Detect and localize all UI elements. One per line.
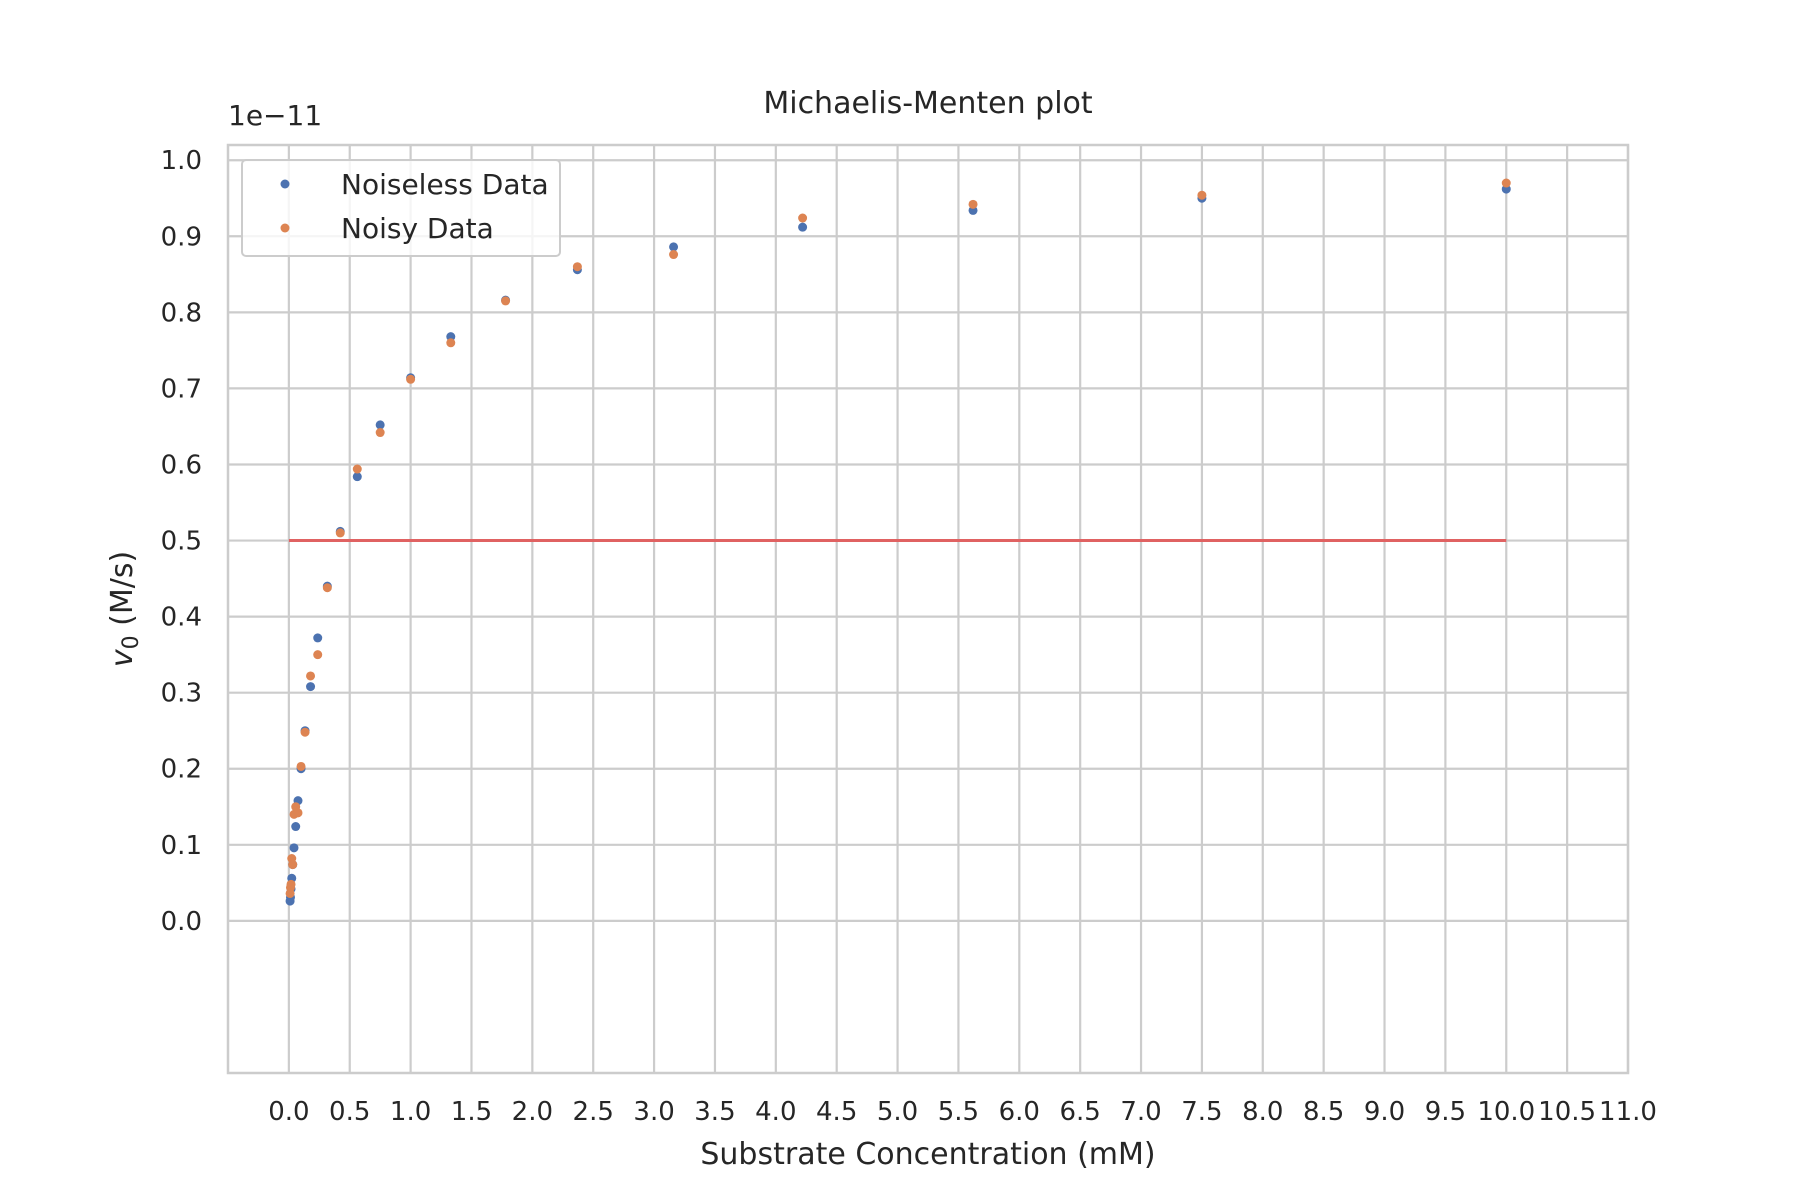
y-tick-label: 0.2 <box>161 755 202 785</box>
data-point <box>306 682 316 692</box>
x-tick-label: 7.0 <box>1120 1097 1161 1127</box>
x-tick-label: 4.5 <box>816 1097 857 1127</box>
legend-label-noiseless: Noiseless Data <box>341 168 549 201</box>
data-point <box>669 242 679 252</box>
y-axis-label-symbol: v <box>105 648 140 667</box>
x-tick-label: 10.5 <box>1538 1097 1596 1127</box>
data-point <box>1197 190 1207 200</box>
data-point <box>446 338 456 348</box>
data-point <box>1501 178 1511 188</box>
data-point <box>501 296 511 306</box>
data-point <box>798 222 808 232</box>
data-point <box>300 727 310 737</box>
legend-marker-noisy <box>280 223 290 233</box>
x-tick-label: 4.0 <box>755 1097 796 1127</box>
plot-area <box>228 145 1628 1073</box>
y-tick-label: 0.5 <box>161 527 202 557</box>
legend: Noiseless Data Noisy Data <box>241 159 561 257</box>
x-tick-label: 6.0 <box>999 1097 1040 1127</box>
data-point <box>669 250 679 260</box>
x-tick-label: 5.0 <box>877 1097 918 1127</box>
x-tick-label: 6.5 <box>1059 1097 1100 1127</box>
y-tick-label: 0.9 <box>161 222 202 252</box>
y-axis-ticks: 0.0 0.1 0.2 0.3 0.4 0.5 0.6 0.7 0.8 0.9 1.0 <box>161 146 202 937</box>
data-point <box>289 843 299 853</box>
data-point <box>313 650 323 660</box>
data-point <box>352 472 362 482</box>
data-point <box>293 808 303 818</box>
x-tick-label: 3.5 <box>694 1097 735 1127</box>
grid <box>228 145 1630 1073</box>
x-tick-label: 8.0 <box>1242 1097 1283 1127</box>
y-tick-label: 1.0 <box>161 146 202 176</box>
x-tick-label: 9.0 <box>1364 1097 1405 1127</box>
data-points <box>285 178 1511 906</box>
x-tick-label: 8.5 <box>1303 1097 1344 1127</box>
data-point <box>798 213 808 223</box>
y-axis-offset-text: 1e−11 <box>228 99 322 132</box>
x-axis-label: Substrate Concentration (mM) <box>700 1137 1155 1172</box>
x-tick-label: 1.0 <box>390 1097 431 1127</box>
y-tick-label: 0.4 <box>161 603 202 633</box>
x-tick-label: 11.0 <box>1599 1097 1657 1127</box>
x-tick-label: 3.0 <box>633 1097 674 1127</box>
data-point <box>968 199 978 209</box>
data-point <box>375 428 385 438</box>
data-point <box>375 420 385 430</box>
y-axis-label: v0 (M/s) <box>105 551 144 667</box>
y-tick-label: 0.8 <box>161 298 202 328</box>
data-point <box>406 374 416 384</box>
chart-title: Michaelis-Menten plot <box>763 86 1093 121</box>
x-tick-label: 2.5 <box>573 1097 614 1127</box>
data-point <box>322 583 332 593</box>
x-tick-label: 10.0 <box>1477 1097 1535 1127</box>
series-noisy <box>285 178 1511 898</box>
y-tick-label: 0.7 <box>161 374 202 404</box>
y-tick-label: 0.3 <box>161 679 202 709</box>
y-tick-label: 0.1 <box>161 831 202 861</box>
data-point <box>286 879 296 889</box>
legend-box <box>241 159 561 257</box>
x-tick-label: 9.5 <box>1425 1097 1466 1127</box>
data-point <box>306 671 316 681</box>
x-tick-label: 5.5 <box>938 1097 979 1127</box>
plot-frame <box>226 143 1630 1075</box>
x-axis-ticks: 0.0 0.5 1.0 1.5 2.0 2.5 3.0 3.5 4.0 4.5 5.0 5.5 6.0 6… <box>268 1097 1657 1127</box>
x-tick-label: 2.0 <box>512 1097 553 1127</box>
data-point <box>313 633 323 643</box>
data-point <box>291 822 301 832</box>
data-point <box>335 528 345 538</box>
x-tick-label: 0.5 <box>329 1097 370 1127</box>
legend-label-noisy: Noisy Data <box>341 212 494 245</box>
y-axis-label-units: (M/s) <box>105 551 140 636</box>
data-point <box>288 860 298 870</box>
x-tick-label: 7.5 <box>1181 1097 1222 1127</box>
legend-marker-noiseless <box>280 179 290 189</box>
x-tick-label: 1.5 <box>451 1097 492 1127</box>
x-tick-label: 0.0 <box>268 1097 309 1127</box>
y-tick-label: 0.6 <box>161 450 202 480</box>
data-point <box>296 761 306 771</box>
y-tick-label: 0.0 <box>161 907 202 937</box>
data-point <box>572 262 582 272</box>
y-axis-label-subscript: 0 <box>119 635 144 649</box>
data-point <box>352 464 362 474</box>
